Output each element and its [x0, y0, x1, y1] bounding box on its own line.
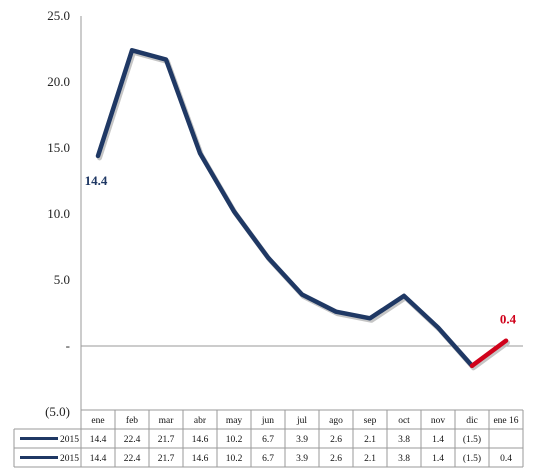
category-label-10: oct	[398, 416, 410, 426]
data-cell-series-2: 14.6	[192, 454, 209, 464]
data-cell-series-1: 2.1	[364, 435, 376, 445]
legend-label-series-1: 2015	[60, 435, 79, 445]
category-label-7: jul	[296, 416, 307, 426]
data-cell-series-1: 22.4	[124, 435, 141, 445]
data-cell-series-1: 3.9	[296, 435, 308, 445]
data-cell-series-1: 3.8	[398, 435, 410, 445]
category-label-12: dic	[466, 416, 478, 426]
y-tick-label: 5.0	[54, 272, 70, 287]
data-cell-series-2: 14.4	[90, 454, 107, 464]
data-cell-series-2: 2.1	[364, 454, 376, 464]
data-cell-series-1: 14.6	[192, 435, 209, 445]
category-label-13: ene 16	[493, 416, 518, 426]
y-tick-label: 20.0	[47, 74, 70, 89]
annotation-label: 14.4	[85, 173, 108, 188]
category-label-2: feb	[126, 415, 138, 426]
y-tick-label: -	[66, 338, 70, 353]
data-cell-series-2: (1.5)	[463, 453, 481, 464]
data-cell-series-1: 1.4	[432, 435, 444, 445]
series-line-latest-segment	[472, 341, 506, 366]
data-cell-series-2: 6.7	[262, 454, 274, 464]
category-label-6: jun	[261, 416, 274, 426]
category-label-5: may	[226, 416, 243, 426]
category-label-3: mar	[159, 416, 175, 426]
category-label-9: sep	[364, 416, 377, 426]
category-label-4: abr	[194, 416, 207, 426]
data-cell-series-2: 3.9	[296, 454, 308, 464]
series-line-2015	[98, 50, 472, 365]
data-cell-series-2: 2.6	[330, 454, 342, 464]
legend-label-series-2: 2015	[60, 454, 79, 464]
data-cell-series-1: 2.6	[330, 435, 342, 445]
category-label-8: ago	[329, 416, 343, 426]
data-cell-series-1: 10.2	[226, 435, 243, 445]
data-cell-series-2: 0.4	[500, 454, 512, 464]
data-cell-series-2: 22.4	[124, 454, 141, 464]
category-label-11: nov	[431, 416, 446, 426]
data-cell-series-2: 10.2	[226, 454, 243, 464]
data-cell-series-1: 6.7	[262, 435, 274, 445]
data-cell-series-2: 3.8	[398, 454, 410, 464]
data-cell-series-1: (1.5)	[463, 434, 481, 445]
data-cell-series-1: 21.7	[158, 435, 175, 445]
y-tick-label: 15.0	[47, 140, 70, 155]
series-line-shadow	[100, 52, 508, 367]
category-label-1: ene	[91, 416, 104, 426]
data-cell-series-1: 14.4	[90, 435, 107, 445]
y-tick-label: 10.0	[47, 206, 70, 221]
data-cell-series-2: 1.4	[432, 454, 444, 464]
y-tick-label: (5.0)	[45, 404, 70, 419]
annotation-label: 0.4	[500, 312, 517, 327]
data-cell-series-2: 21.7	[158, 454, 175, 464]
y-tick-label: 25.0	[47, 8, 70, 23]
